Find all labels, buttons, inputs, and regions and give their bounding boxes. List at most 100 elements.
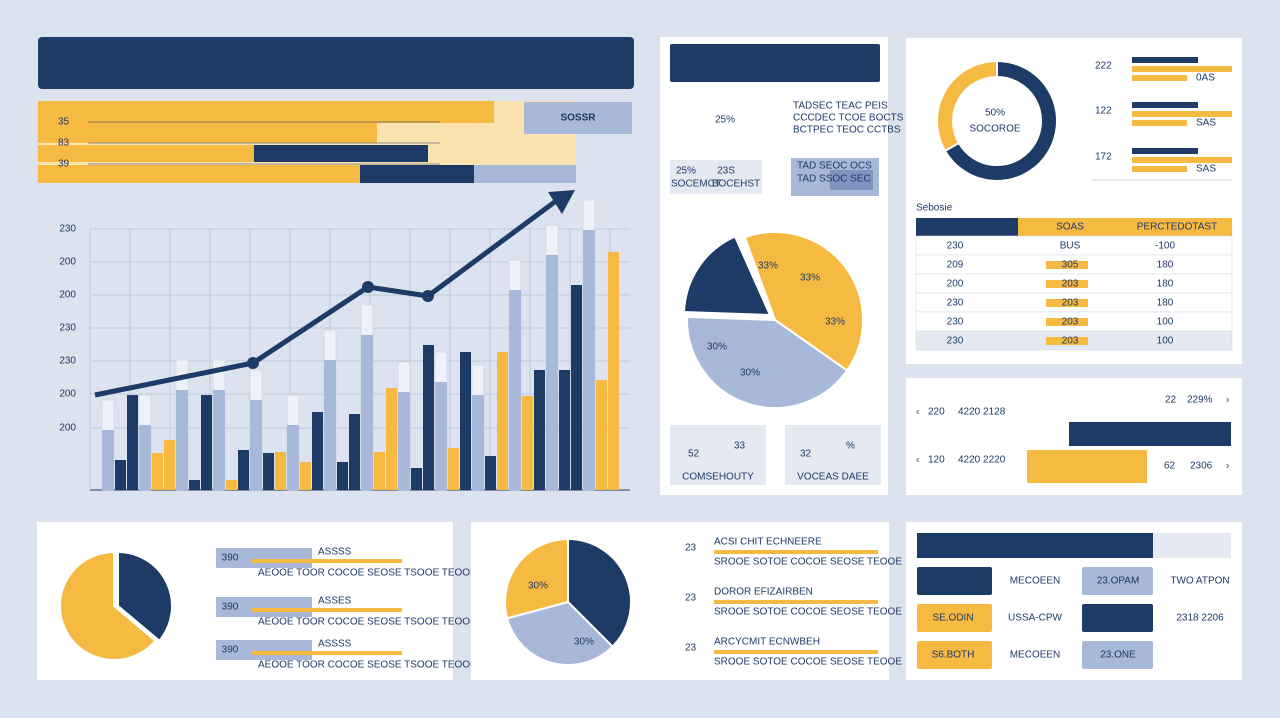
row-bar [1132,66,1232,72]
compare-value: 220 [928,407,945,418]
row-value: 222 [1095,61,1112,72]
bar [38,145,254,162]
item-number: 23 [685,643,697,654]
chart-bar [250,400,262,490]
table-cell: 230 [947,241,964,252]
y-tick-label: 230 [59,323,76,334]
table-header [916,218,1018,236]
grid-cell [1082,567,1153,595]
item-bar [252,559,402,563]
pie-slice [59,550,157,661]
chart-bar [238,450,249,490]
grid-header [917,533,1153,558]
pie-label: 33% [825,317,845,328]
panel-header-text: YORTEIE TEAT PITUSEHOY [709,52,841,63]
y-tick-label: 200 [59,423,76,434]
chart-bar [509,290,521,490]
chart-bar [559,370,570,490]
compare-value: 22 [1165,395,1177,406]
pie-label: 30% [740,368,760,379]
chart-bar [337,462,348,490]
chart-bar [139,425,151,490]
row-bar [1132,102,1198,108]
compare-bar [1069,422,1231,446]
table-cell: -100 [1155,241,1175,252]
chart-bar [571,285,582,490]
note: TADSEC TEAC PEIS [793,101,888,112]
chart-bar [127,395,138,490]
row-bar [1132,148,1198,154]
chart-bar [263,453,274,490]
chart-bar [423,345,434,490]
table-cell: 180 [1157,260,1174,271]
chart-bar [361,335,373,490]
row-bar [1132,75,1187,81]
chart-bar [608,252,619,490]
table-cell: 100 [1157,336,1174,347]
item-title: DOROR EFIZAIRBEN [714,587,813,598]
table-cell: 230 [947,336,964,347]
cell-highlight [1046,261,1088,269]
chart-bar [546,255,558,490]
button[interactable] [524,102,632,134]
chart-bar [435,382,447,490]
bar [254,145,428,162]
pie-label: 30% [707,342,727,353]
table-cell: 305 [1062,260,1079,271]
chart-bar [300,462,311,490]
bar [38,123,377,143]
stat-sup: 33 [734,441,746,452]
chart-bar [275,452,286,490]
chart-bar [324,360,336,490]
pie-label: 30% [528,581,548,592]
chart-bar [411,468,422,490]
mini-label: SOCEMCT [671,179,721,190]
bar [360,165,474,183]
chart-bar [201,395,212,490]
stat-sup: % [846,441,855,452]
bar [474,165,576,183]
row-note: 0AS [1196,73,1215,84]
grid-cell-text: MECOEEN [1010,650,1061,661]
page-title: MARKET GROWTH REPORTS [55,59,198,70]
grid-cell-text: SE.ODIN [932,613,973,624]
item-title: ASSSS [318,639,352,650]
stat-label: COMSEHOUTY [682,472,754,483]
grid-cell [917,604,992,632]
item-title: ASSSS [318,547,352,558]
note: CCCDEC TCOE BOCTS [793,113,904,124]
chart-bar [213,390,225,490]
panel-header-text: SOCABOITE [746,66,805,77]
item-value: 390 [222,553,239,564]
grid-cell-text: S6.BOTH [932,650,975,661]
header-bar [38,37,634,89]
item-title: ACSI CHIT ECHNEERE [714,537,822,548]
chart-bar [349,414,360,490]
cell-highlight [1046,280,1088,288]
grid-cell [917,567,992,595]
compare-value: 62 [1164,461,1176,472]
y-tick-label: 200 [59,290,76,301]
chart-bar [448,448,459,490]
button-label[interactable]: SOSSR [560,113,596,124]
chevron: › [1226,461,1229,472]
table-cell: 203 [1062,317,1079,328]
trend-point [422,290,434,302]
table-header-text: TASE [954,222,980,233]
bar-label: 35 [58,117,70,128]
cell-highlight [1046,299,1088,307]
row-bar [1132,157,1232,163]
chevron: ‹ [916,407,919,418]
table-cell: 209 [947,260,964,271]
table-header-text: PERCTEDOTAST [1137,222,1217,233]
table-header [1122,218,1232,236]
table-header-text: SOAS [1056,222,1084,233]
grid-cell [1082,604,1153,632]
table-cell: 100 [1157,317,1174,328]
item-bar [714,550,878,554]
grid-header [1153,533,1231,558]
item-desc: AEOOE TOOR COCOE SEOSE TSOOE TEOOE [258,568,477,579]
stat-label: VOCEAS DAEE [797,472,869,483]
mini-text: TAD SEOC OCS [797,161,872,172]
